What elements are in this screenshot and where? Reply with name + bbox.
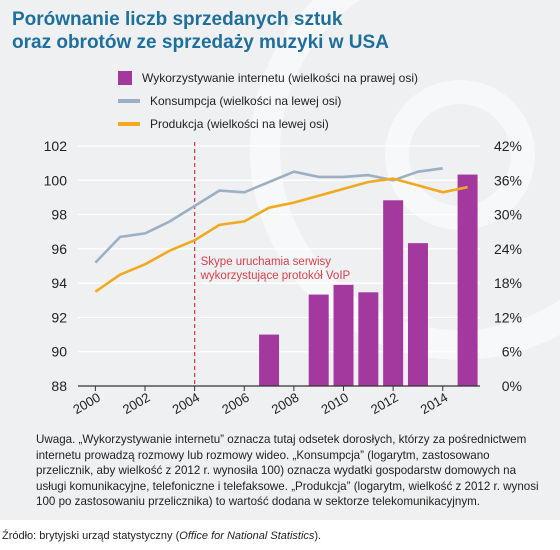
x-tick-label: 2006 (219, 390, 252, 417)
y-right-tick-label: 42% (494, 138, 522, 154)
legend-label-production: Produkcja (wielkości na lewej osi) (150, 116, 329, 131)
x-tick-label: 2012 (368, 390, 401, 417)
y-right-tick-label: 12% (494, 309, 522, 325)
y-left-tick-label: 94 (51, 275, 67, 291)
source-prefix: Źródło: brytyjski urząd statystyczny ( (2, 530, 180, 542)
legend-swatch-production (118, 121, 140, 126)
x-tick-label: 2000 (70, 390, 103, 417)
bar-internet (333, 284, 354, 386)
legend: Wykorzystywanie internetu (wielkości na … (118, 66, 418, 135)
y-left-tick-label: 98 (51, 207, 67, 223)
y-right-tick-label: 30% (494, 207, 522, 223)
legend-label-internet: Wykorzystywanie internetu (wielkości na … (142, 70, 418, 85)
y-right-tick-label: 24% (494, 241, 522, 257)
source-suffix: ). (314, 530, 322, 542)
y-right-tick-label: 36% (494, 172, 522, 188)
y-right-tick-label: 18% (494, 275, 522, 291)
bar-internet (407, 243, 428, 386)
y-right-tick-label: 0% (502, 378, 522, 394)
y-left-tick-label: 92 (51, 309, 67, 325)
source-name: Office for National Statistics (179, 530, 315, 542)
bar-internet (358, 292, 379, 386)
annotation-label-line-1: Skype uruchamia serwisy (201, 256, 332, 268)
y-left-tick-label: 96 (51, 241, 67, 257)
legend-swatch-internet (118, 70, 132, 85)
x-tick-label: 2008 (269, 390, 302, 417)
chart-title-line-1: Porównanie liczb sprzedanych sztuk (12, 9, 343, 30)
bar-internet (308, 294, 329, 386)
chart-svg: Skype uruchamia serwisy wykorzystujące pr… (44, 138, 522, 417)
y-left-tick-label: 90 (51, 344, 67, 360)
legend-item-production: Produkcja (wielkości na lewej osi) (118, 112, 418, 135)
bar-internet (259, 334, 280, 386)
source-line: Źródło: brytyjski urząd statystyczny (Of… (2, 530, 321, 542)
y-right-tick-label: 6% (502, 344, 522, 360)
chart-note: Uwaga. „Wykorzystywanie internetu” oznac… (36, 433, 539, 508)
y-left-tick-label: 100 (44, 172, 68, 188)
x-tick-label: 2010 (318, 390, 351, 417)
x-tick-label: 2002 (120, 390, 153, 417)
legend-swatch-consumption (118, 98, 140, 103)
x-tick-label: 2014 (418, 390, 451, 417)
y-left-tick-label: 102 (44, 138, 68, 154)
chart-title: Porównanie liczb sprzedanych sztuk oraz … (12, 8, 389, 54)
bar-internet (383, 200, 404, 386)
annotation-label-line-2: wykorzystujące protokół VoIP (200, 270, 351, 282)
legend-item-consumption: Konsumpcja (wielkości na lewej osi) (118, 89, 418, 112)
legend-item-internet: Wykorzystywanie internetu (wielkości na … (118, 66, 418, 89)
legend-label-consumption: Konsumpcja (wielkości na lewej osi) (150, 93, 342, 108)
chart-title-line-2: oraz obrotów ze sprzedaży muzyki w USA (12, 32, 389, 53)
line-production (94, 177, 468, 293)
chart-panel: Porównanie liczb sprzedanych sztuk oraz … (0, 0, 560, 520)
x-tick-label: 2004 (170, 390, 203, 417)
bar-internet (457, 174, 478, 386)
y-left-tick-label: 88 (51, 378, 67, 394)
